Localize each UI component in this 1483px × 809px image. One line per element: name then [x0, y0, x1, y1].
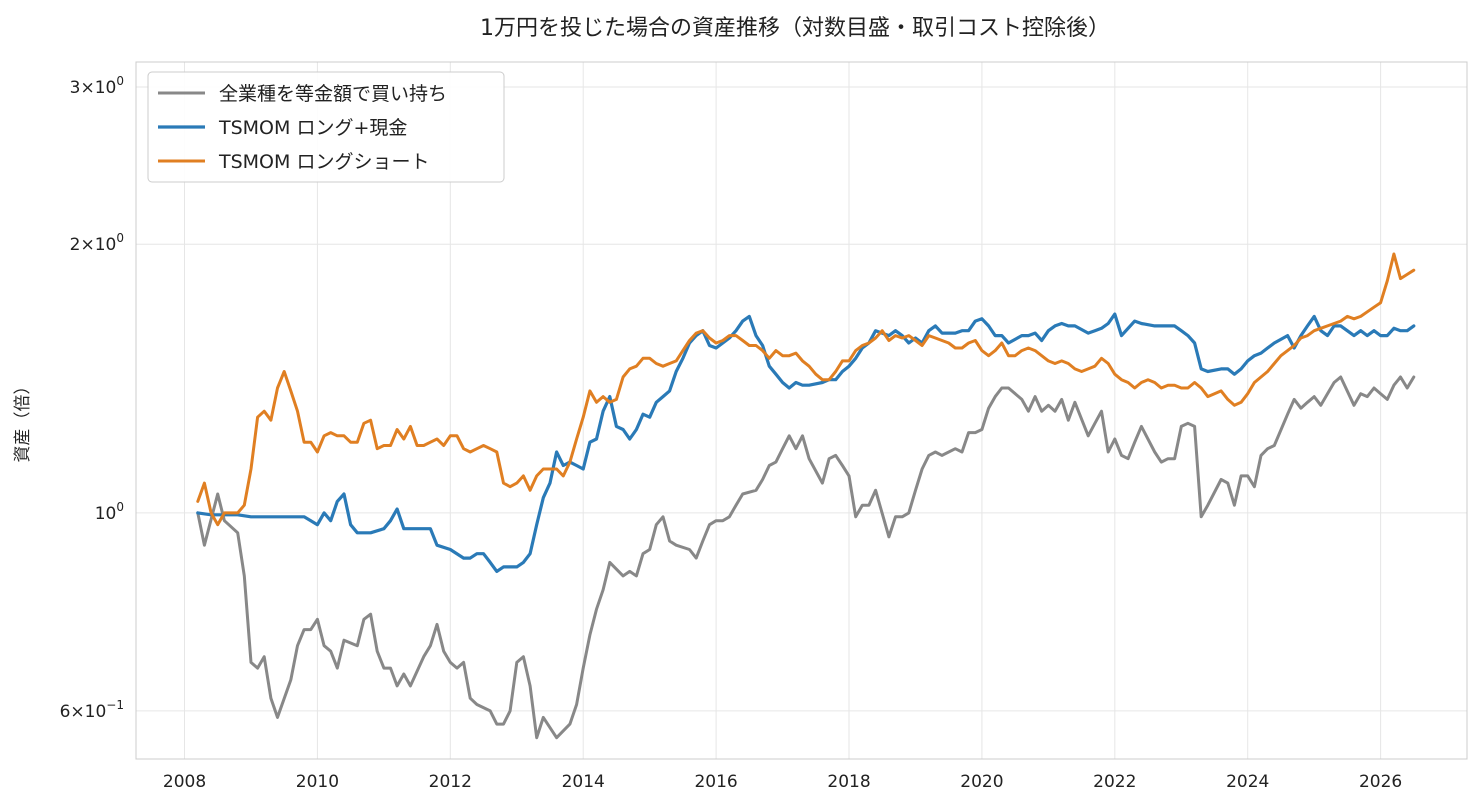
x-tick-label: 2022 — [1093, 772, 1136, 792]
legend-label-1: 全業種を等金額で買い持ち — [219, 83, 447, 105]
series-line-1 — [196, 375, 1416, 740]
legend-label-2: TSMOM ロング+現金 — [218, 117, 407, 139]
x-tick-label: 2018 — [827, 772, 870, 792]
chart-title: 1万円を投じた場合の資産推移（対数目盛・取引コスト控除後） — [480, 16, 1110, 41]
legend-label-3: TSMOM ロングショート — [218, 151, 429, 173]
y-tick-label: 6×10−1 — [60, 698, 124, 722]
legend-box — [147, 71, 505, 183]
x-tick-label: 2016 — [694, 772, 737, 792]
x-tick-label: 2026 — [1359, 772, 1402, 792]
y-tick-label: 100 — [95, 500, 124, 524]
x-tick-label: 2012 — [429, 772, 472, 792]
y-axis-ticks: 3×100 2×100 100 6×10−1 — [60, 74, 124, 722]
plot-area — [135, 61, 1468, 760]
x-tick-label: 2010 — [296, 772, 339, 792]
x-tick-label: 2020 — [960, 772, 1003, 792]
x-tick-label: 2014 — [562, 772, 605, 792]
x-tick-label: 2008 — [163, 772, 206, 792]
x-tick-label: 2024 — [1226, 772, 1269, 792]
series-line-3 — [196, 252, 1416, 527]
y-tick-label: 3×100 — [70, 74, 124, 98]
x-axis-ticks: 2008 2010 2012 2014 2016 2018 2020 2022 2024 2026 — [163, 772, 1402, 792]
y-tick-label: 2×100 — [70, 231, 124, 255]
legend: 全業種を等金額で買い持ち TSMOM ロング+現金 TSMOM ロングショート — [147, 71, 505, 183]
series-lines — [196, 252, 1416, 740]
y-axis-label: 資産（倍） — [13, 378, 33, 463]
